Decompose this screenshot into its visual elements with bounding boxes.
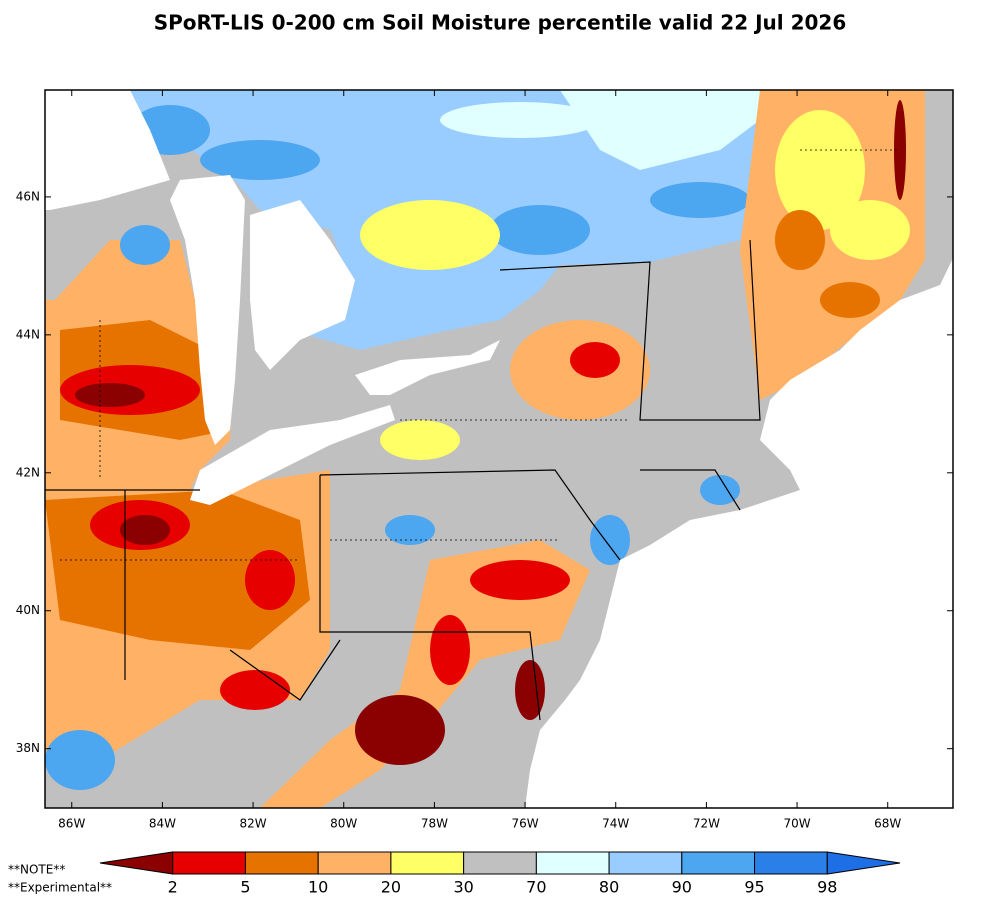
- y-tick-label: 46N: [16, 189, 40, 203]
- colorbar-label: 95: [744, 878, 764, 897]
- colorbar-segment: [754, 851, 828, 875]
- x-tick-label: 68W: [874, 817, 901, 831]
- y-tick-label: 40N: [16, 603, 40, 617]
- x-tick-label: 78W: [421, 817, 448, 831]
- colorbar-segment: [463, 851, 537, 875]
- colorbar-label: 10: [308, 878, 328, 897]
- note: **NOTE**: [8, 863, 65, 877]
- x-tick-label: 70W: [783, 817, 810, 831]
- x-tick-label: 80W: [330, 817, 357, 831]
- colorbar-segment: [390, 851, 465, 875]
- y-tick-label: 38N: [16, 741, 40, 755]
- x-tick-label: 82W: [240, 817, 267, 831]
- colorbar-label: 90: [672, 878, 692, 897]
- colorbar-label: 20: [381, 878, 401, 897]
- colorbar-label: 80: [599, 878, 619, 897]
- colorbar-segment: [535, 851, 610, 875]
- map-frame: [44, 89, 954, 809]
- colorbar-label: 30: [453, 878, 473, 897]
- colorbar-segment: [681, 851, 756, 875]
- colorbar-segment: [608, 851, 683, 875]
- colorbar-label: 98: [817, 878, 837, 897]
- colorbar-label: 70: [526, 878, 546, 897]
- x-tick-label: 84W: [149, 817, 176, 831]
- colorbar-segment: [172, 851, 246, 875]
- y-tick-label: 44N: [16, 327, 40, 341]
- colorbar-segment: [826, 851, 901, 875]
- colorbar-label: 5: [240, 878, 250, 897]
- y-tick-label: 42N: [16, 465, 40, 479]
- x-tick-label: 72W: [693, 817, 720, 831]
- x-tick-label: 76W: [511, 817, 538, 831]
- x-tick-label: 74W: [602, 817, 629, 831]
- map-title: SPoRT-LIS 0-200 cm Soil Moisture percent…: [154, 11, 847, 35]
- map-field: [45, 90, 953, 808]
- colorbar-segment: [317, 851, 392, 875]
- colorbar-segment: [244, 851, 319, 875]
- note: **Experimental**: [8, 881, 112, 895]
- colorbar-label: 2: [168, 878, 178, 897]
- x-tick-label: 86W: [58, 817, 85, 831]
- colorbar-segment: [99, 851, 174, 875]
